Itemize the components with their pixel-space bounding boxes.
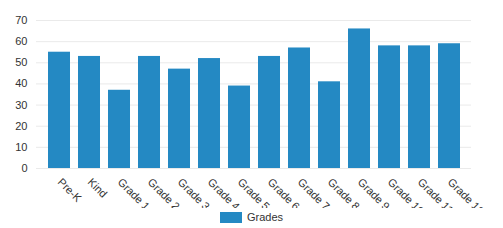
svg-text:Grade 2: Grade 2 bbox=[146, 176, 183, 208]
svg-text:0: 0 bbox=[21, 162, 27, 174]
svg-text:Grade 5: Grade 5 bbox=[236, 176, 273, 208]
svg-text:40: 40 bbox=[15, 77, 27, 89]
svg-text:Grade 7: Grade 7 bbox=[296, 176, 333, 208]
svg-text:60: 60 bbox=[15, 35, 27, 47]
svg-text:Grade 9: Grade 9 bbox=[356, 176, 393, 208]
svg-text:Grade 1: Grade 1 bbox=[116, 176, 153, 208]
html-text:Grades: Grades bbox=[247, 211, 283, 223]
svg-text:10: 10 bbox=[15, 141, 27, 153]
svg-text:Grade 3: Grade 3 bbox=[176, 176, 213, 208]
svg-text:30: 30 bbox=[15, 99, 27, 111]
svg-text:70: 70 bbox=[15, 14, 27, 26]
svg-text:Grade 8: Grade 8 bbox=[326, 176, 363, 208]
svg-text:Grade 12: Grade 12 bbox=[446, 176, 487, 208]
svg-text:Grade 4: Grade 4 bbox=[206, 176, 243, 208]
svg-text:50: 50 bbox=[15, 56, 27, 68]
svg-text:Pre-K: Pre-K bbox=[56, 176, 85, 205]
svg-text:Kind: Kind bbox=[86, 176, 110, 200]
svg-text:Grade 6: Grade 6 bbox=[266, 176, 303, 208]
svg-text:20: 20 bbox=[15, 120, 27, 132]
